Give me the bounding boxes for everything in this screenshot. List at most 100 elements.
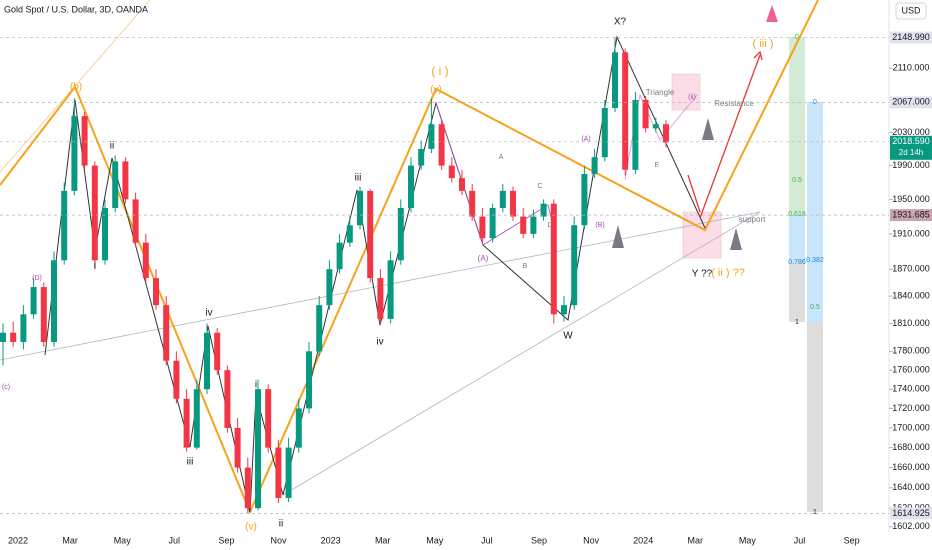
wave-label: iv — [205, 308, 212, 319]
price-tag — [890, 96, 932, 109]
wave-label: ii — [110, 141, 114, 152]
fib-label: 1 — [795, 319, 799, 326]
wave-label: W — [563, 331, 573, 342]
wave-label: i — [255, 380, 257, 391]
candle-body — [40, 287, 47, 342]
x-tick-label: Sep — [844, 535, 860, 545]
candle-body — [418, 148, 425, 166]
price-tag-label: 1931.685 — [892, 209, 930, 219]
candle-body — [387, 260, 394, 319]
candle-body — [489, 207, 496, 239]
wave-label: i — [94, 261, 96, 272]
fib-label: 0.786 — [788, 259, 806, 266]
candle-body — [306, 351, 312, 409]
fib-label: 0 — [813, 99, 817, 106]
x-tick-label: 2022 — [8, 535, 28, 545]
x-tick-label: May — [114, 535, 132, 545]
fib-label: 0.618 — [788, 211, 806, 218]
wave-label: X? — [614, 17, 627, 28]
candle-body — [132, 199, 139, 243]
currency[interactable]: USD — [901, 5, 921, 15]
x-tick-label: 2024 — [633, 535, 653, 545]
candle-body — [51, 260, 57, 342]
candle-body — [561, 305, 567, 315]
countdown: 2d 14h — [899, 148, 923, 157]
fib-label: 0 — [795, 34, 799, 41]
wave-label: (ii) — [688, 94, 696, 101]
x-tick-label: Sep — [531, 535, 547, 545]
wave-label: ( i ) — [431, 64, 448, 78]
wave-label: D — [547, 222, 552, 229]
candle-body — [642, 99, 649, 129]
candle-body — [408, 165, 414, 208]
y-tick-label: 1680.000 — [892, 442, 930, 452]
wave-label: (v) — [430, 85, 442, 96]
y-tick-label: 1780.000 — [892, 346, 930, 356]
candle-body — [622, 52, 629, 170]
fib-label: 1 — [813, 509, 817, 516]
wave-label: E — [655, 162, 660, 169]
wave-label: (D) — [32, 275, 42, 282]
candle-body — [275, 447, 282, 498]
wave-label: B — [523, 263, 528, 270]
x-tick-label: May — [426, 535, 444, 545]
x-tick-label: Mar — [688, 535, 704, 545]
candle-body — [346, 225, 353, 243]
y-tick-label: 1810.000 — [892, 318, 930, 328]
candle-body — [550, 203, 557, 315]
candle-body — [397, 207, 404, 261]
candle-body — [438, 124, 445, 166]
price-tag — [890, 209, 932, 222]
candle-body — [81, 116, 88, 166]
candle-body — [255, 389, 261, 509]
candle-body — [530, 216, 537, 234]
wave-label: (A) — [478, 254, 489, 263]
candle-body — [612, 52, 618, 108]
candle-body — [591, 157, 598, 174]
candle-body — [448, 165, 455, 179]
price-tag-label: 1614.925 — [892, 508, 930, 518]
y-tick-label: 1840.000 — [892, 290, 930, 300]
fib-label: 0.5 — [810, 304, 820, 311]
candle-body — [122, 161, 129, 200]
y-tick-label: 1870.000 — [892, 264, 930, 274]
y-tick-label: 1640.000 — [892, 482, 930, 492]
x-tick-label: Jul — [794, 535, 806, 545]
x-tick-label: Nov — [583, 535, 600, 545]
candle-body — [601, 107, 608, 158]
price-tag-label: 2067.000 — [892, 97, 930, 107]
fib-label: 0.382 — [806, 257, 824, 264]
y-tick-label: 1910.000 — [892, 228, 930, 238]
candle-body — [652, 124, 659, 129]
wave-label: (c) — [2, 384, 10, 391]
price-tag — [890, 31, 932, 44]
chart-title: Gold Spot / U.S. Dollar, 3D, OANDA — [4, 4, 148, 14]
candle-body — [367, 190, 374, 279]
x-tick-label: Sep — [218, 535, 234, 545]
candle-body — [428, 124, 435, 149]
candle-body — [183, 398, 190, 448]
candle-body — [244, 467, 251, 509]
wave-label: (b) — [70, 82, 82, 93]
y-tick-label: 1700.000 — [892, 422, 930, 432]
candle-body — [459, 178, 465, 191]
wave-label: iii — [355, 173, 362, 184]
y-tick-label: 1720.000 — [892, 403, 930, 413]
wave-label: (B) — [595, 222, 604, 229]
candle-body — [336, 242, 343, 270]
candle-body — [632, 99, 639, 170]
candle-body — [0, 332, 6, 342]
x-tick-label: Mar — [375, 535, 391, 545]
candle-body — [520, 216, 527, 234]
wave-label: iv — [376, 337, 383, 348]
candle-body — [193, 389, 200, 448]
fib-labels: 0 0.5 0.618 0.786 1 0 0.382 0.5 1 — [788, 34, 824, 516]
candle-body — [20, 314, 27, 342]
price-layer — [0, 37, 669, 514]
candle-body — [224, 370, 231, 428]
note: support — [739, 215, 766, 224]
candle-body — [234, 427, 241, 468]
candle-body — [153, 278, 159, 306]
price-tag — [890, 135, 932, 160]
